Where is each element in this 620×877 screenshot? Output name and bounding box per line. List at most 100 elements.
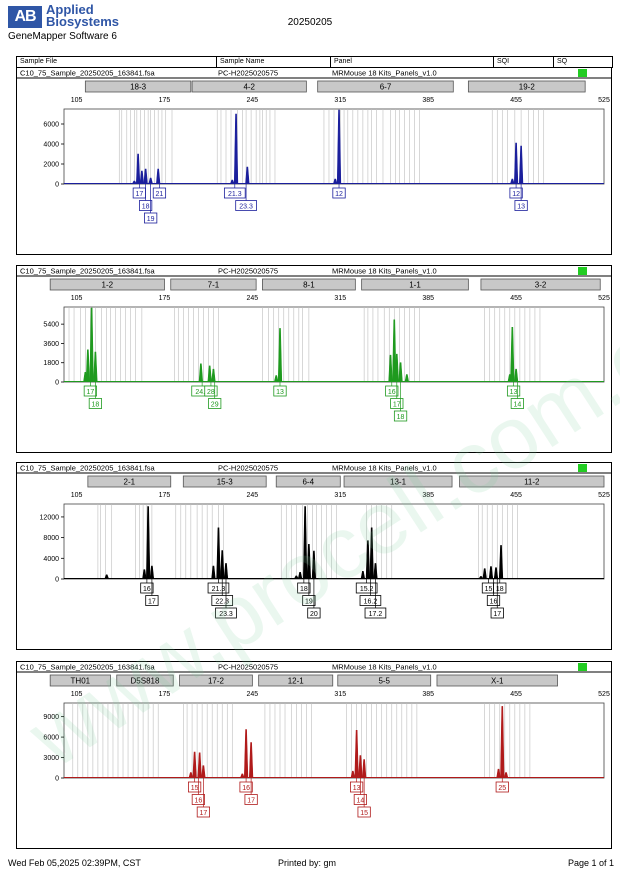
peak [192, 751, 197, 778]
allele-box [235, 200, 257, 211]
col-sq: SQ [557, 58, 568, 65]
bin-label: 12-1 [288, 677, 305, 686]
x-tick-label: 525 [598, 691, 610, 698]
peak [146, 506, 151, 579]
allele-label: 14 [513, 401, 521, 408]
x-tick-label: 315 [334, 97, 346, 104]
allele-label: 25 [498, 785, 506, 792]
bin-label: X-1 [491, 677, 504, 686]
x-tick-label: 455 [510, 492, 522, 499]
bin-label: 2-1 [124, 478, 136, 487]
allele-box [204, 385, 218, 397]
panel-3: C10_75_Sample_20250205_163841.fsa PC-H202… [16, 462, 612, 650]
allele-box [353, 794, 367, 805]
bin-marker [84, 80, 192, 93]
peak [333, 178, 338, 184]
allele-label: 14 [356, 797, 364, 804]
allele-box [244, 794, 258, 805]
peak [493, 567, 499, 579]
peak [513, 142, 519, 184]
peak [294, 575, 299, 579]
allele-box [302, 595, 316, 606]
bin-label: 18-3 [130, 83, 147, 92]
x-tick-label: 175 [159, 492, 171, 499]
bin-marker [182, 475, 267, 488]
peak [149, 565, 155, 579]
peak [297, 571, 303, 579]
y-tick-label: 0 [55, 577, 59, 584]
bin-label: D5S818 [131, 677, 160, 686]
allele-label: 12 [512, 191, 520, 198]
allele-label: 17 [247, 797, 255, 804]
y-tick-label: 12000 [40, 514, 60, 521]
allele-box [152, 187, 167, 199]
x-tick-label: 245 [247, 295, 259, 302]
sq-indicator [578, 69, 587, 77]
allele-box [307, 607, 321, 619]
col-sample-file: Sample File [17, 57, 217, 67]
y-tick-label: 0 [55, 182, 59, 189]
plot-area [63, 702, 605, 779]
allele-box [207, 582, 230, 594]
y-tick-label: 4000 [43, 142, 59, 149]
panel-frame [16, 462, 612, 650]
bin-label: 5-5 [378, 677, 390, 686]
print-timestamp: Wed Feb 05,2025 02:39PM, CST [8, 858, 141, 868]
x-tick-label: 315 [334, 295, 346, 302]
panel-frame [16, 661, 612, 849]
x-tick-label: 175 [159, 295, 171, 302]
peak [482, 568, 487, 579]
panel-frame [16, 67, 612, 255]
sample-name: PC-H2025020575 [218, 267, 278, 276]
panel-name: MRMouse 18 Kits_Panels_v1.0 [332, 464, 437, 473]
peak [488, 566, 494, 579]
bin-marker [191, 80, 307, 93]
bin-marker [49, 278, 165, 291]
allele-label: 21 [156, 191, 164, 198]
brand-line-2: Biosystems [46, 14, 119, 29]
peak [336, 109, 342, 184]
allele-label: 16 [242, 785, 250, 792]
allele-label: 16 [194, 797, 202, 804]
plot-area [63, 503, 605, 580]
peak [240, 773, 245, 778]
allele-box [486, 595, 501, 606]
allele-label: 18 [397, 414, 405, 421]
peak [142, 569, 147, 579]
allele-box [145, 595, 159, 606]
y-tick-label: 3600 [43, 341, 59, 348]
allele-box [88, 398, 102, 409]
allele-box [350, 781, 364, 793]
allele-label: 18 [91, 401, 99, 408]
bin-marker [361, 278, 469, 291]
peak [223, 563, 229, 579]
bin-label: 17-2 [208, 677, 225, 686]
allele-box [506, 385, 521, 397]
col-sqi: SQI [494, 57, 554, 67]
allele-label: 23.3 [239, 203, 253, 210]
peak [358, 755, 363, 778]
x-tick-label: 525 [598, 295, 610, 302]
bin-label: 3-2 [535, 281, 547, 290]
peak [394, 353, 399, 382]
peak [369, 527, 374, 579]
allele-box [393, 410, 408, 422]
allele-label: 15 [360, 810, 368, 817]
bin-label: 1-2 [102, 281, 114, 290]
allele-label: 22.3 [215, 598, 229, 605]
allele-label: 21.3 [212, 586, 226, 593]
allele-label: 20 [310, 611, 318, 618]
peak [104, 574, 109, 579]
allele-label: 13 [517, 203, 525, 210]
allele-box [140, 582, 154, 594]
x-tick-label: 105 [71, 295, 83, 302]
bin-marker [467, 80, 586, 93]
allele-label: 12 [335, 191, 343, 198]
panel-name: MRMouse 18 Kits_Panels_v1.0 [332, 663, 437, 672]
allele-box [139, 200, 153, 211]
x-tick-label: 315 [334, 691, 346, 698]
svg-text:www.procell.com.cn: www.procell.com.cn [11, 279, 620, 786]
peak [373, 563, 378, 579]
